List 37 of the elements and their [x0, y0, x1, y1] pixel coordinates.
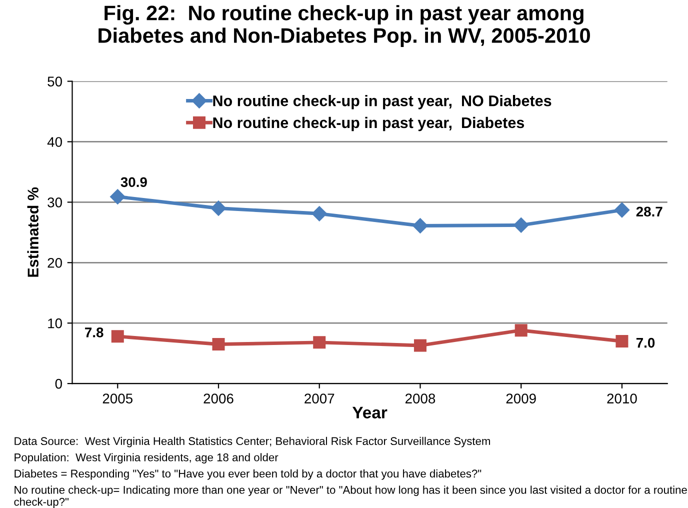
point — [414, 339, 426, 352]
point — [616, 334, 628, 348]
x-axis-title: Year — [352, 406, 388, 418]
source-note: Data Source: West Virginia Health Statistics Center; Behavioral Risk Factor Surveillance System — [14, 436, 490, 448]
y-tick-label: 50 — [48, 76, 62, 86]
chart-title: Fig. 22: No routine check-up in past year among Diabetes and Non-Diabetes Pop. in WV, 2005-2010 — [98, 5, 590, 48]
x-tick-label: 2005 — [102, 394, 132, 404]
point — [514, 324, 528, 337]
legend-label: No routine check-up in past year, Diabetes — [213, 116, 524, 132]
x-tick-label: 2008 — [405, 394, 436, 404]
y-tick-label: 40 — [47, 137, 62, 147]
point — [111, 330, 124, 343]
text: No routine check-up= Indicating more than one year or "Never" to "About how long has it been since you last visited a doctor for a routine check-up?" — [14, 486, 687, 508]
point — [614, 202, 630, 218]
x-tick-label: 2007 — [304, 394, 334, 404]
text: Population: West Virginia residents, age 18 and older — [14, 453, 278, 464]
legend-label: No routine check-up in past year, NO Diabetes — [213, 95, 552, 110]
point — [514, 218, 529, 233]
data-label: 7.0 — [636, 338, 655, 348]
data-label: 7.8 — [85, 328, 104, 338]
y-tick-label: 0 — [55, 378, 62, 389]
data-label: 28.7 — [636, 206, 662, 217]
point — [210, 200, 226, 216]
point — [412, 218, 428, 234]
x-tick-label: 2009 — [506, 394, 536, 404]
y-axis-title: Estimated % — [27, 187, 38, 277]
y-tick-label: 30 — [48, 198, 62, 208]
x-tick-label: 2010 — [607, 394, 637, 404]
x-tick-label: 2006 — [204, 394, 234, 404]
point — [212, 338, 225, 350]
y-tick-label: 20 — [48, 258, 62, 268]
data-label: 30.9 — [120, 177, 147, 188]
point — [110, 189, 126, 204]
y-tick-label: 10 — [48, 318, 62, 328]
point — [313, 336, 326, 349]
point — [312, 206, 327, 222]
text: Diabetes = Responding "Yes" to "Have you ever been told by a doctor that you have diabetes?" — [14, 469, 482, 480]
